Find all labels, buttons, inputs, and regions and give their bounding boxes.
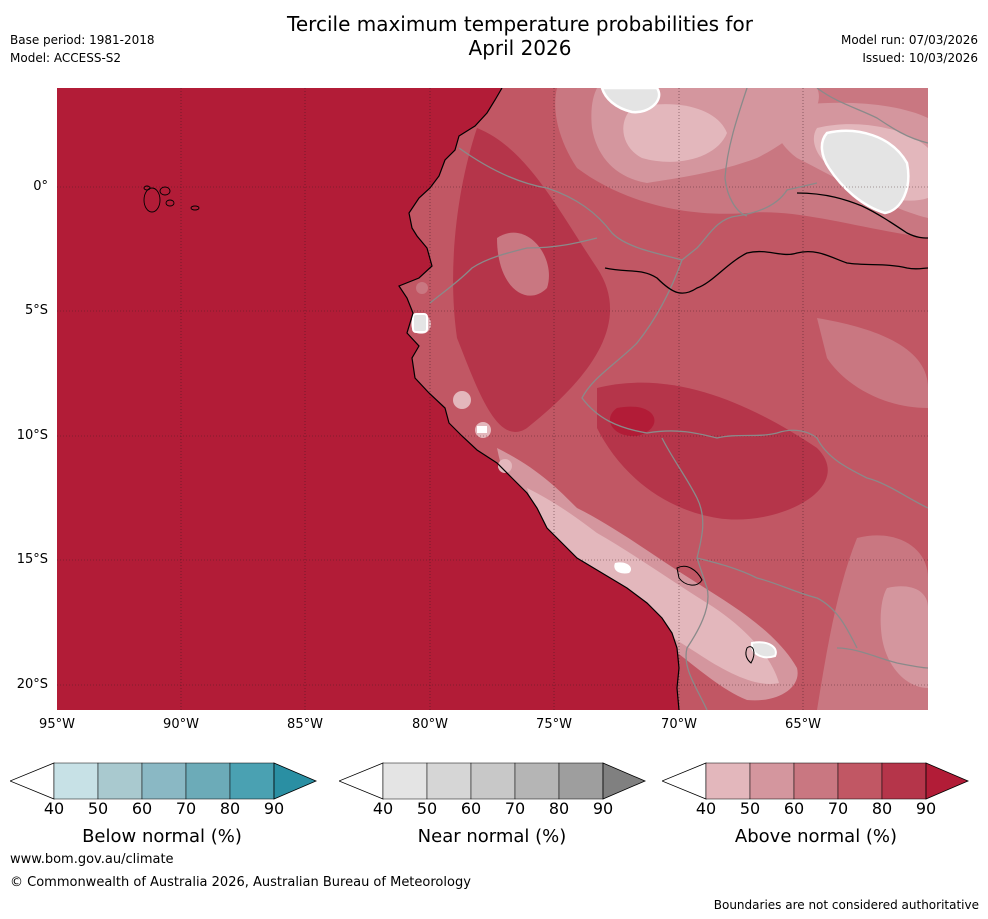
- colorbar-near-segment: [426, 762, 472, 800]
- below-tick-80: 80: [219, 799, 241, 818]
- model-run: Model run: 07/03/2026: [840, 33, 978, 47]
- lat-label-5s: 5°S: [24, 303, 48, 318]
- chart-title: Tercile maximum temperature probabilitie…: [250, 12, 790, 60]
- coastline: [398, 88, 680, 710]
- colorbar-below-segment: [229, 762, 275, 800]
- galapagos-islands: [143, 185, 200, 213]
- above-tick-40: 40: [695, 799, 717, 818]
- probability-map: [57, 88, 928, 710]
- near-tick-70: 70: [504, 799, 526, 818]
- land-shading: [399, 88, 928, 710]
- graticule: [57, 88, 928, 710]
- colorbar-above-segment: [705, 762, 751, 800]
- above-normal-label: Above normal (%): [734, 826, 898, 847]
- below-normal-label: Below normal (%): [82, 826, 242, 847]
- lon-label-75w: 75°W: [536, 717, 572, 732]
- lon-label-85w: 85°W: [287, 717, 323, 732]
- meta-right: Model run: 07/03/2026 Issued: 10/03/2026: [841, 31, 978, 67]
- country-borders: [429, 88, 928, 710]
- near-tick-80: 80: [548, 799, 570, 818]
- colorbar-above-extend: [925, 762, 970, 800]
- colorbar-near-segment: [514, 762, 560, 800]
- below-tick-90: 90: [263, 799, 285, 818]
- amazon-river: [604, 192, 928, 294]
- colorbar-below-segment: [185, 762, 231, 800]
- lat-label-0: 0°: [33, 179, 48, 194]
- below-tick-70: 70: [175, 799, 197, 818]
- colorbar-above-segment: [793, 762, 839, 800]
- colorbar-below-extend: [273, 762, 318, 800]
- near-tick-60: 60: [460, 799, 482, 818]
- colorbar-below-segment: [53, 762, 99, 800]
- bom-url[interactable]: www.bom.gov.au/climate: [10, 852, 174, 867]
- lat-label-20s: 20°S: [16, 677, 48, 692]
- colorbar-near-segment: [558, 762, 604, 800]
- colorbar-below-segment: [97, 762, 143, 800]
- above-tick-70: 70: [827, 799, 849, 818]
- below-tick-60: 60: [131, 799, 153, 818]
- lat-label-15s: 15°S: [16, 552, 48, 567]
- map-svg: [57, 88, 928, 710]
- above-tick-60: 60: [783, 799, 805, 818]
- lake-titicaca: [676, 565, 755, 664]
- issued-date: Issued: 10/03/2026: [862, 51, 978, 65]
- colorbar-near-segment: [470, 762, 516, 800]
- colorbar-above-segment: [881, 762, 927, 800]
- near-normal-label: Near normal (%): [417, 826, 567, 847]
- colorbar-above-segment: [837, 762, 883, 800]
- colorbar-above: [662, 762, 970, 800]
- colorbar-near: [339, 762, 647, 800]
- lon-label-80w: 80°W: [412, 717, 448, 732]
- base-period: Base period: 1981-2018: [10, 33, 155, 47]
- near-tick-50: 50: [416, 799, 438, 818]
- near-tick-40: 40: [372, 799, 394, 818]
- colorbar-above-segment: [749, 762, 795, 800]
- lon-label-90w: 90°W: [163, 717, 199, 732]
- model-name: Model: ACCESS-S2: [10, 51, 122, 65]
- lon-label-65w: 65°W: [785, 717, 821, 732]
- above-tick-90: 90: [915, 799, 937, 818]
- title-line-1: Tercile maximum temperature probabilitie…: [287, 12, 753, 36]
- lat-label-10s: 10°S: [16, 428, 48, 443]
- copyright-notice: © Commonwealth of Australia 2026, Austra…: [10, 875, 471, 890]
- below-tick-40: 40: [43, 799, 65, 818]
- near-tick-90: 90: [592, 799, 614, 818]
- lon-label-70w: 70°W: [661, 717, 697, 732]
- colorbar-near-extend: [602, 762, 647, 800]
- lon-label-95w: 95°W: [39, 717, 75, 732]
- boundaries-disclaimer: Boundaries are not considered authoritat…: [713, 898, 979, 912]
- below-tick-50: 50: [87, 799, 109, 818]
- colorbar-near-segment: [382, 762, 428, 800]
- above-tick-80: 80: [871, 799, 893, 818]
- above-tick-50: 50: [739, 799, 761, 818]
- title-line-2: April 2026: [468, 36, 572, 60]
- colorbar-below: [10, 762, 318, 800]
- meta-left: Base period: 1981-2018 Model: ACCESS-S2: [10, 31, 155, 67]
- colorbar-below-segment: [141, 762, 187, 800]
